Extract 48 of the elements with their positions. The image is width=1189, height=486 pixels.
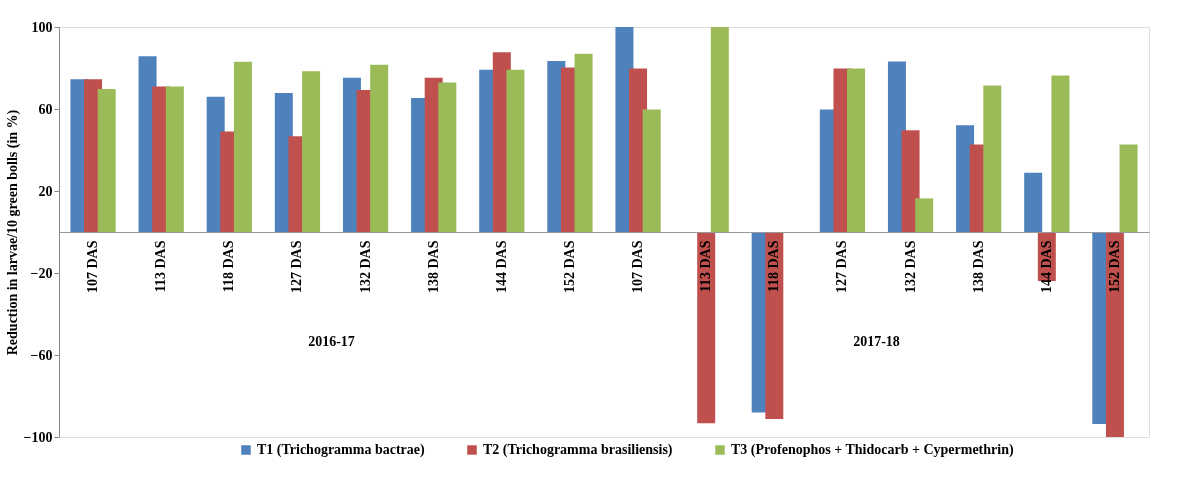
x-tick-label: 118 DAS <box>766 240 782 293</box>
legend-label: T1 (Trichogramma bactrae) <box>257 442 426 458</box>
x-tick-label: 127 DAS <box>289 240 305 294</box>
bar <box>915 198 934 232</box>
bar <box>847 68 866 232</box>
bar <box>97 89 116 232</box>
bar <box>983 85 1002 232</box>
x-tick-label: 113 DAS <box>153 240 169 293</box>
annotation: 2017-18 <box>853 334 900 349</box>
bar <box>438 82 457 232</box>
y-tick-label: −20 <box>30 265 53 281</box>
bar <box>506 69 525 232</box>
bar <box>165 86 184 232</box>
y-tick-label: 20 <box>38 183 53 199</box>
x-tick-label: 113 DAS <box>698 240 714 293</box>
x-tick-label: 132 DAS <box>902 240 918 294</box>
x-tick-label: 138 DAS <box>425 240 441 294</box>
bar <box>1051 75 1070 232</box>
bar <box>233 61 252 232</box>
x-tick-label: 144 DAS <box>1038 240 1054 294</box>
y-tick-label: −100 <box>23 429 53 445</box>
y-tick-label: 100 <box>31 19 53 35</box>
annotation: 2016-17 <box>308 334 355 349</box>
y-tick-label: −60 <box>30 347 53 363</box>
legend-label: T2 (Trichogramma brasiliensis) <box>483 442 673 458</box>
x-tick-label: 118 DAS <box>221 240 237 293</box>
bar <box>302 71 321 232</box>
legend-label: T3 (Profenophos + Thidocarb + Cypermethrin) <box>731 442 1014 458</box>
bar <box>710 27 729 232</box>
bar <box>1024 172 1043 232</box>
y-tick-label: 60 <box>38 101 53 117</box>
x-tick-label: 144 DAS <box>493 240 509 294</box>
x-tick-label: 152 DAS <box>1106 240 1122 294</box>
x-tick-label: 107 DAS <box>630 240 646 294</box>
bar <box>642 109 661 232</box>
bar <box>1105 232 1124 437</box>
x-tick-label: 127 DAS <box>834 240 850 294</box>
bar <box>1119 144 1138 232</box>
bar <box>697 232 716 424</box>
x-tick-label: 132 DAS <box>357 240 373 294</box>
x-tick-label: 152 DAS <box>561 240 577 294</box>
y-axis-title: Reduction in larvae/10 green bolls (in %) <box>4 109 21 356</box>
x-tick-label: 138 DAS <box>970 240 986 294</box>
bar <box>574 53 593 232</box>
bar <box>765 232 784 419</box>
x-tick-label: 107 DAS <box>85 240 101 294</box>
bar <box>901 130 920 232</box>
bar <box>370 64 389 232</box>
